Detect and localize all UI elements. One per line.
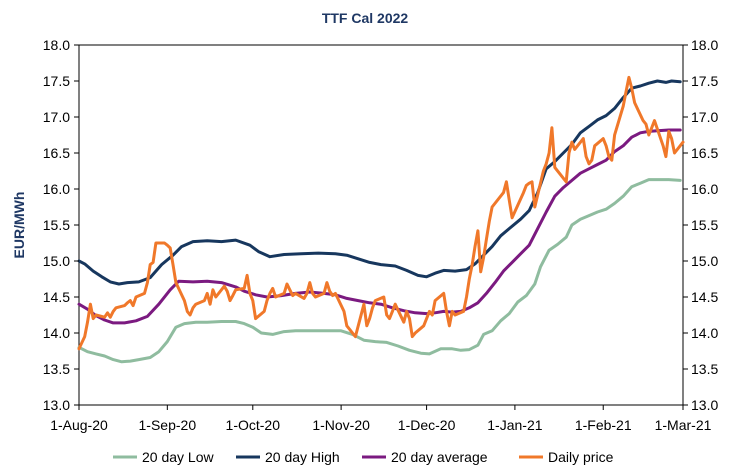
series-line-20-day-high [77,79,682,286]
right-y-tick-label: 14.5 [691,289,718,305]
left-y-tick-label: 17.0 [43,109,70,125]
legend-label: 20 day High [265,449,340,465]
left-y-tick-label: 15.5 [43,217,70,233]
series-line-20-day-average [77,128,682,325]
right-y-tick-label: 16.0 [691,181,718,197]
left-y-tick-label: 16.5 [43,145,70,161]
right-y-tick-label: 17.0 [691,109,718,125]
right-y-tick-label: 15.5 [691,217,718,233]
x-axis: 1-Aug-20 1-Sep-20 1-Oct-20 1-Nov-20 1-Dec-20… [50,405,712,433]
y-axis-label: EUR/MWh [11,192,27,259]
right-y-tick-label: 18.0 [691,37,718,53]
legend-label: Daily price [548,449,614,465]
legend-label: 20 day average [391,449,488,465]
left-y-tick-label: 18.0 [43,37,70,53]
right-y-tick-label: 17.5 [691,73,718,89]
legend: 20 day Low 20 day High 20 day average Daily… [113,449,614,465]
series-line-daily-price [77,75,685,351]
plot-frame [78,44,684,406]
x-tick-label: 1-Nov-20 [312,417,370,433]
left-y-tick-label: 15.0 [43,253,70,269]
x-tick-label: 1-Sep-20 [139,417,197,433]
x-tick-label: 1-Oct-20 [226,417,281,433]
left-y-tick-label: 14.0 [43,325,70,341]
left-y-tick-label: 14.5 [43,289,70,305]
x-tick-label: 1-Aug-20 [50,417,108,433]
x-tick-label: 1-Jan-21 [487,417,542,433]
left-y-axis: 13.0 13.5 14.0 14.5 15.0 15.5 16.0 16.5 17.0 17.5… [43,37,79,413]
series-line-20-day-low [77,178,682,364]
right-y-tick-label: 13.0 [691,397,718,413]
legend-label: 20 day Low [142,449,214,465]
x-tick-label: 1-Feb-21 [575,417,632,433]
right-y-tick-label: 16.5 [691,145,718,161]
right-y-tick-label: 15.0 [691,253,718,269]
right-y-tick-label: 14.0 [691,325,718,341]
x-tick-label: 1-Dec-20 [398,417,456,433]
series-layer [77,75,685,364]
left-y-tick-label: 17.5 [43,73,70,89]
chart-title: TTF Cal 2022 [322,10,409,26]
right-y-axis: 13.0 13.5 14.0 14.5 15.0 15.5 16.0 16.5 17.0 17.5… [683,37,718,413]
plot-area [78,44,684,406]
left-y-tick-label: 16.0 [43,181,70,197]
right-y-tick-label: 13.5 [691,361,718,377]
left-y-tick-label: 13.0 [43,397,70,413]
x-tick-label: 1-Mar-21 [655,417,712,433]
left-y-tick-label: 13.5 [43,361,70,377]
